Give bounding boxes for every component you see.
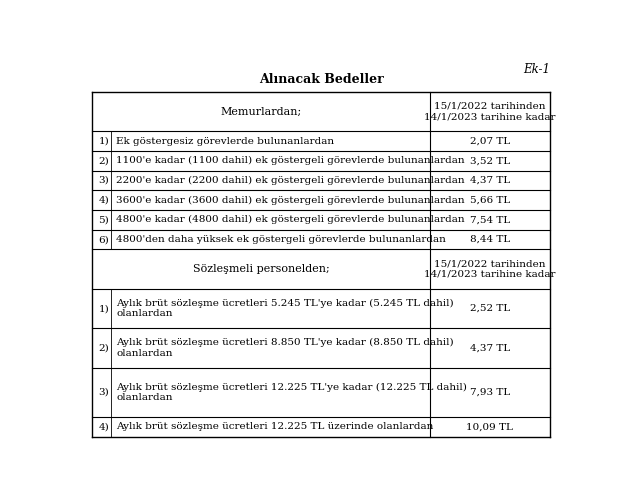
Text: Ek-1: Ek-1 <box>523 63 550 76</box>
Text: 4): 4) <box>98 422 109 431</box>
Text: Aylık brüt sözleşme ücretleri 8.850 TL'ye kadar (8.850 TL dahil)
olanlardan: Aylık brüt sözleşme ücretleri 8.850 TL'y… <box>116 338 454 358</box>
Text: 1): 1) <box>98 137 109 146</box>
Text: 4800'e kadar (4800 dahil) ek göstergeli görevlerde bulunanlardan: 4800'e kadar (4800 dahil) ek göstergeli … <box>116 215 465 224</box>
Text: 3,52 TL: 3,52 TL <box>470 156 510 165</box>
Text: 4800'den daha yüksek ek göstergeli görevlerde bulunanlardan: 4800'den daha yüksek ek göstergeli görev… <box>116 235 446 244</box>
Text: Sözleşmeli personelden;: Sözleşmeli personelden; <box>193 264 329 274</box>
Text: 1100'e kadar (1100 dahil) ek göstergeli görevlerde bulunanlardan: 1100'e kadar (1100 dahil) ek göstergeli … <box>116 156 465 165</box>
Text: 15/1/2022 tarihinden
14/1/2023 tarihine kadar: 15/1/2022 tarihinden 14/1/2023 tarihine … <box>424 259 555 279</box>
Text: 2,52 TL: 2,52 TL <box>470 304 510 313</box>
Text: 5): 5) <box>98 215 109 224</box>
Text: 3): 3) <box>98 176 109 185</box>
Text: Aylık brüt sözleşme ücretleri 12.225 TL'ye kadar (12.225 TL dahil)
olanlardan: Aylık brüt sözleşme ücretleri 12.225 TL'… <box>116 383 467 402</box>
Text: 2): 2) <box>98 156 109 165</box>
Text: Memurlardan;: Memurlardan; <box>220 106 302 116</box>
Text: 3600'e kadar (3600 dahil) ek göstergeli görevlerde bulunanlardan: 3600'e kadar (3600 dahil) ek göstergeli … <box>116 196 465 205</box>
Text: 2,07 TL: 2,07 TL <box>470 137 510 146</box>
Text: 5,66 TL: 5,66 TL <box>470 196 510 205</box>
Text: 1): 1) <box>98 304 109 313</box>
Text: 8,44 TL: 8,44 TL <box>470 235 510 244</box>
Text: 4,37 TL: 4,37 TL <box>470 176 510 185</box>
Text: Aylık brüt sözleşme ücretleri 12.225 TL üzerinde olanlardan: Aylık brüt sözleşme ücretleri 12.225 TL … <box>116 422 434 431</box>
Text: 10,09 TL: 10,09 TL <box>466 422 513 431</box>
Text: Alınacak Bedeller: Alınacak Bedeller <box>259 73 384 86</box>
Text: 4): 4) <box>98 196 109 205</box>
Text: Ek göstergesiz görevlerde bulunanlardan: Ek göstergesiz görevlerde bulunanlardan <box>116 137 335 146</box>
Text: 3): 3) <box>98 388 109 397</box>
Text: 4,37 TL: 4,37 TL <box>470 344 510 352</box>
Text: 2): 2) <box>98 344 109 352</box>
Text: 2200'e kadar (2200 dahil) ek göstergeli görevlerde bulunanlardan: 2200'e kadar (2200 dahil) ek göstergeli … <box>116 176 465 185</box>
Text: 15/1/2022 tarihinden
14/1/2023 tarihine kadar: 15/1/2022 tarihinden 14/1/2023 tarihine … <box>424 102 555 121</box>
Text: 6): 6) <box>98 235 109 244</box>
Text: 7,54 TL: 7,54 TL <box>470 215 510 224</box>
Text: Aylık brüt sözleşme ücretleri 5.245 TL'ye kadar (5.245 TL dahil)
olanlardan: Aylık brüt sözleşme ücretleri 5.245 TL'y… <box>116 299 454 318</box>
Text: 7,93 TL: 7,93 TL <box>470 388 510 397</box>
